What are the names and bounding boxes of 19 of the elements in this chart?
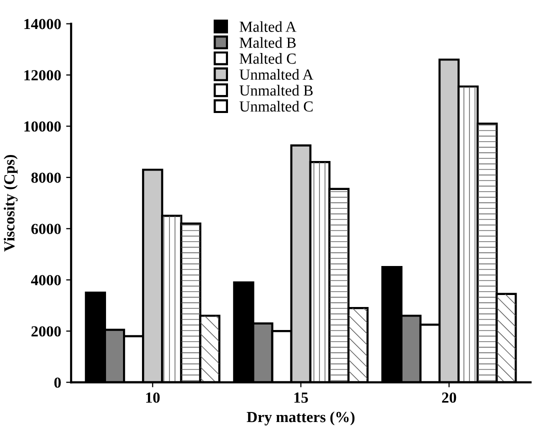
y-tick-label: 0 — [54, 377, 61, 388]
y-tick-label: 10000 — [24, 121, 61, 132]
y-tick-label: 8000 — [31, 172, 61, 183]
x-tick-label: 20 — [442, 392, 456, 403]
x-tick-label: 10 — [146, 392, 160, 403]
y-axis-title: Viscosity (Cps) — [4, 154, 18, 252]
legend-label: Unmalted A — [240, 68, 314, 80]
y-tick-label: 14000 — [24, 18, 61, 30]
y-tick-label: 12000 — [24, 70, 61, 80]
x-axis-title: Dry matters (%) — [246, 411, 354, 426]
legend-label: Unmalted C — [240, 100, 313, 112]
y-tick-label: 4000 — [31, 275, 61, 286]
y-tick-label: 2000 — [31, 326, 61, 337]
legend-label: Malted A — [240, 21, 296, 32]
legend-label: Unmalted B — [240, 84, 313, 96]
legend-label: Malted C — [240, 53, 296, 64]
legend-label: Malted B — [240, 37, 296, 48]
y-tick-label: 6000 — [31, 224, 61, 234]
x-tick-label: 15 — [294, 392, 308, 403]
